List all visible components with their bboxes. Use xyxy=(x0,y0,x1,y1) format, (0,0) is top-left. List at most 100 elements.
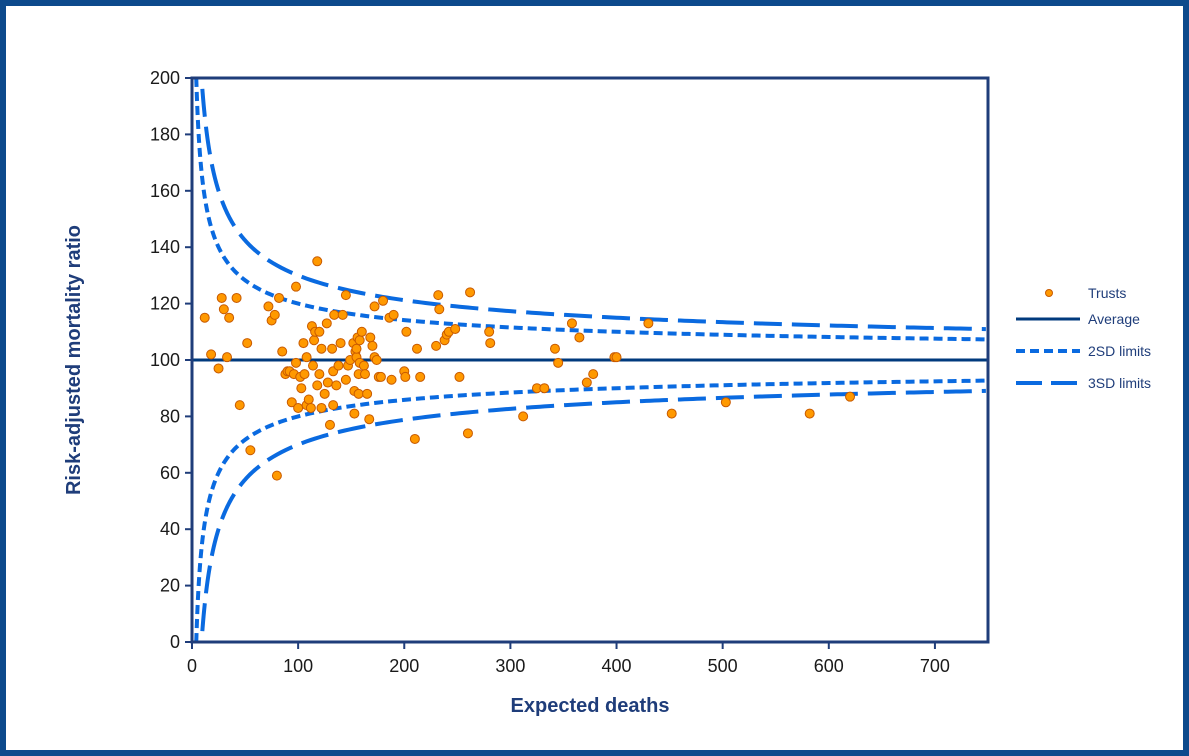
trust-point xyxy=(340,290,351,301)
trust-point xyxy=(549,343,560,354)
trust-point xyxy=(299,369,310,380)
trust-point xyxy=(213,363,224,374)
trust-point xyxy=(518,411,529,422)
trust-point xyxy=(553,357,564,368)
trust-point xyxy=(465,287,476,298)
3sd-limit-upper xyxy=(199,78,986,332)
trust-point xyxy=(401,326,412,337)
trust-point xyxy=(365,332,376,343)
trust-point xyxy=(431,340,442,351)
trust-point xyxy=(303,394,314,405)
trust-point xyxy=(324,419,335,430)
tick-labels: 0 100 200 300 400 500 600 700 0 20 40 60 80 100 120 140… xyxy=(150,68,950,676)
trust-point xyxy=(484,326,495,337)
trust-point xyxy=(434,304,445,315)
trust-point xyxy=(293,402,304,413)
y-tick-label: 40 xyxy=(160,519,180,539)
trust-point xyxy=(298,338,309,349)
y-tick-label: 200 xyxy=(150,68,180,88)
trust-point xyxy=(351,343,362,354)
trust-point xyxy=(301,352,312,363)
trust-point xyxy=(367,340,378,351)
trust-points xyxy=(199,256,856,481)
trust-point xyxy=(340,374,351,385)
trust-point xyxy=(277,346,288,357)
x-tick-label: 500 xyxy=(708,656,738,676)
trust-point xyxy=(316,343,327,354)
trust-point xyxy=(335,338,346,349)
trust-point xyxy=(353,388,364,399)
2sd-limit-lower xyxy=(194,378,986,642)
trust-point xyxy=(314,369,325,380)
trust-point xyxy=(242,338,253,349)
trust-point xyxy=(358,360,369,371)
2sd-limit-upper xyxy=(194,78,986,342)
trust-point xyxy=(386,374,397,385)
trust-point xyxy=(845,391,856,402)
trust-point xyxy=(454,371,465,382)
trust-point xyxy=(485,338,496,349)
trust-point xyxy=(337,309,348,320)
trust-point xyxy=(296,383,307,394)
x-tick-label: 100 xyxy=(283,656,313,676)
trust-point xyxy=(412,343,422,354)
trust-point xyxy=(364,414,375,425)
x-tick-label: 700 xyxy=(920,656,950,676)
trust-point xyxy=(574,332,585,343)
trust-point xyxy=(206,349,217,360)
trust-point xyxy=(433,290,444,301)
y-axis-title: Risk-adjusted mortality ratio xyxy=(63,225,85,495)
trust-point xyxy=(566,318,577,329)
trust-point xyxy=(231,292,242,303)
trust-point xyxy=(269,309,280,320)
trust-point xyxy=(409,433,420,444)
y-tick-label: 0 xyxy=(170,632,180,652)
y-tick-label: 140 xyxy=(150,237,180,257)
legend-label: 3SD limits xyxy=(1088,375,1151,391)
trust-point xyxy=(643,318,654,329)
trust-point xyxy=(378,295,389,306)
trust-point xyxy=(720,397,731,408)
trust-point xyxy=(329,309,340,320)
trust-point xyxy=(327,343,338,354)
trust-point xyxy=(307,360,318,371)
legend-label: 2SD limits xyxy=(1088,343,1151,359)
x-tick-label: 300 xyxy=(495,656,525,676)
trust-point xyxy=(271,470,282,481)
trust-point xyxy=(804,408,815,419)
trust-point xyxy=(245,445,256,456)
x-axis-title: Expected deaths xyxy=(511,695,670,717)
trust-point xyxy=(371,355,382,365)
legend-trusts-marker xyxy=(1045,289,1053,297)
y-tick-label: 160 xyxy=(150,181,180,201)
legend-label: Average xyxy=(1088,311,1140,327)
trust-point xyxy=(354,335,365,346)
trust-point xyxy=(224,312,235,323)
trust-point xyxy=(309,335,320,346)
trust-point xyxy=(234,400,245,411)
y-tick-label: 60 xyxy=(160,463,180,483)
trust-point xyxy=(400,371,411,382)
x-tick-label: 400 xyxy=(602,656,632,676)
trust-point xyxy=(388,309,399,320)
trust-point xyxy=(581,377,592,388)
trust-point xyxy=(216,292,227,303)
trust-point xyxy=(305,402,316,413)
y-tick-label: 80 xyxy=(160,406,180,426)
trust-point xyxy=(611,352,622,363)
trust-point xyxy=(274,292,285,303)
trust-point xyxy=(331,380,342,391)
trust-point xyxy=(286,397,297,408)
x-tick-label: 0 xyxy=(187,656,197,676)
trust-point xyxy=(666,408,677,419)
trust-point xyxy=(415,371,426,382)
trust-point xyxy=(450,323,461,334)
trust-point xyxy=(333,360,344,371)
trust-point xyxy=(462,428,473,439)
trust-point xyxy=(222,352,233,363)
y-tick-label: 180 xyxy=(150,124,180,144)
trust-point xyxy=(314,326,325,337)
trust-point xyxy=(319,388,330,399)
trust-point xyxy=(349,408,360,419)
